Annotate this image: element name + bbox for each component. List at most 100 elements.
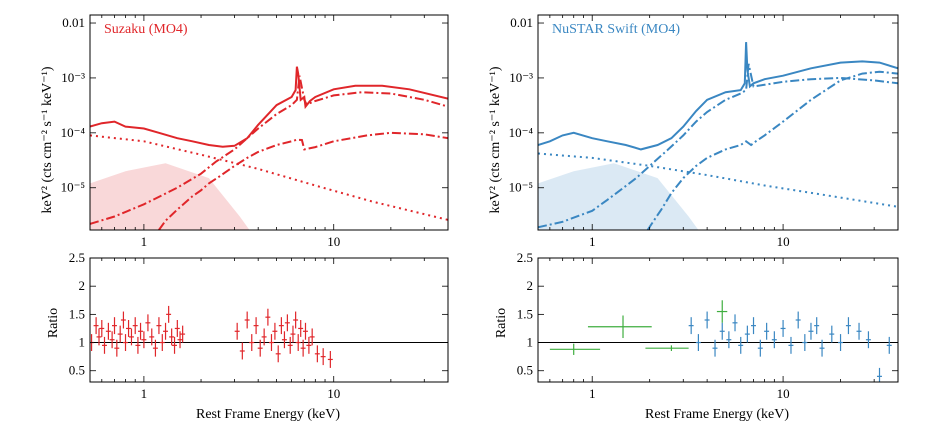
x-tick-label: 10: [777, 386, 790, 401]
ratio-point: [757, 339, 763, 357]
plot-area: [538, 300, 898, 382]
ratio-point: [159, 334, 165, 351]
ratio-point: [845, 317, 851, 335]
y-tick-label: 0.01: [62, 15, 85, 30]
nustar-ratio-panel: 0.5 1 1.5 2 2.5 1 10: [517, 250, 899, 401]
ratio-point: [111, 317, 117, 335]
model-series-2: [90, 75, 448, 225]
ratio-point: [306, 336, 312, 354]
ratio-point: [829, 325, 835, 343]
ratio-point: [738, 336, 744, 354]
ratio-point: [886, 336, 892, 354]
ratio-point: [272, 322, 278, 340]
plot-area: [90, 66, 448, 230]
ratio-point: [726, 331, 732, 349]
ratio-point: [265, 308, 271, 326]
model-series-4: [538, 152, 898, 208]
y-tick-label: 0.01: [510, 15, 533, 30]
ratio-point: [309, 328, 315, 346]
y-tick-label: 1: [527, 335, 534, 350]
ratio-point: [819, 339, 825, 357]
ratio-point: [287, 336, 293, 354]
ratio-point: [152, 339, 158, 357]
ratio-point: [128, 328, 134, 346]
y-tick-label: 10⁻⁵: [509, 180, 533, 195]
ratio-point: [764, 322, 770, 340]
panel-title: NuSTAR Swift (MO4): [552, 22, 680, 37]
spectrum-y-axis-label-right: keV² (cts cm⁻² s⁻¹ keV⁻¹): [488, 66, 503, 213]
x-tick-label: 10: [777, 234, 790, 249]
ratio-point: [166, 305, 172, 323]
ratio-point: [149, 328, 155, 346]
plot-area: [538, 42, 898, 230]
ratio-point: [268, 334, 274, 351]
y-tick-label: 1: [79, 335, 86, 350]
ratio-point: [278, 317, 284, 335]
ratio-point: [169, 328, 175, 346]
ratio-point: [320, 348, 326, 366]
ratio-point: [109, 331, 115, 349]
y-tick-label: 10⁻³: [61, 70, 85, 85]
ratio-point: [549, 343, 601, 355]
spectrum-y-axis-label-left: keV² (cts cm⁻² s⁻¹ keV⁻¹): [40, 66, 55, 213]
ratio-point: [300, 339, 306, 357]
ratio-point: [732, 314, 738, 332]
ratio-point: [156, 317, 162, 335]
ratio-point: [93, 317, 99, 335]
ratio-point: [177, 331, 183, 349]
ratio-point: [744, 325, 750, 343]
ratio-point: [314, 345, 320, 363]
ratio-point: [135, 336, 141, 354]
y-tick-label: 0.5: [517, 363, 533, 378]
ratio-point: [123, 334, 128, 351]
y-tick-label: 10⁻³: [509, 70, 533, 85]
ratio-point: [771, 331, 777, 349]
ratio-point: [117, 325, 123, 343]
model-series-1: [90, 66, 448, 148]
ratio-point: [302, 322, 308, 340]
ratio-point: [802, 334, 808, 351]
ratio-point: [172, 336, 177, 354]
panel-title: Suzaku (MO4): [104, 22, 188, 37]
ratio-point: [253, 317, 259, 335]
ratio-point: [865, 331, 871, 349]
ratio-point: [244, 311, 250, 329]
ratio-point: [788, 336, 794, 354]
ratio-point: [645, 345, 689, 351]
panel-frame: [89, 14, 449, 231]
ratio-point: [138, 322, 143, 340]
ratio-point: [141, 331, 147, 349]
ratio-point: [234, 322, 240, 340]
ratio-point: [132, 317, 138, 335]
ratio-point: [120, 311, 126, 329]
suzaku-spectrum-panel: 10⁻⁵ 10⁻⁴ 10⁻³ 0.01 Suzaku (MO4) 1 10: [61, 14, 449, 249]
y-tick-label: 2: [79, 278, 86, 293]
background-shade: [538, 163, 699, 230]
ratio-point: [126, 320, 131, 337]
ratio-point: [750, 317, 756, 335]
y-tick-label: 10⁻⁴: [61, 125, 86, 140]
y-tick-label: 0.5: [69, 363, 85, 378]
ratio-point: [716, 300, 728, 323]
x-tick-label: 1: [141, 386, 148, 401]
ratio-point: [145, 314, 151, 332]
ratio-point: [327, 351, 333, 368]
ratio-point: [275, 345, 281, 363]
ratio-point: [239, 342, 245, 360]
ratio-point: [290, 325, 296, 343]
ratio-point: [249, 334, 255, 351]
model-series-3: [158, 131, 448, 230]
x-tick-label: 1: [141, 234, 148, 249]
ratio-point: [587, 315, 652, 339]
model-series-3: [646, 70, 898, 230]
x-axis-label-right: Rest Frame Energy (keV): [645, 407, 789, 422]
ratio-point: [688, 317, 694, 335]
ratio-y-axis-label-left: Ratio: [46, 308, 61, 338]
background-shade: [90, 163, 250, 230]
ratio-point: [712, 339, 718, 357]
ratio-point: [281, 331, 287, 349]
ratio-y-axis-label-right: Ratio: [494, 308, 509, 338]
ratio-point: [96, 328, 102, 346]
y-tick-label: 2.5: [69, 250, 85, 265]
